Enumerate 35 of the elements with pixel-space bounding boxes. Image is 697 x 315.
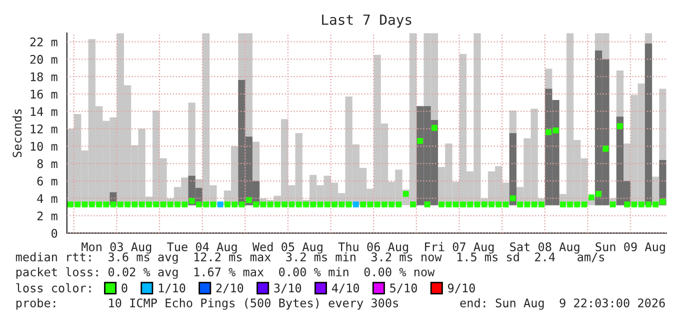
y-tick-label: 4 m <box>37 194 58 203</box>
x-tick-label: Sun 09 Aug <box>596 242 665 254</box>
y-tick-label: 6 m <box>37 176 58 186</box>
text: packet loss: 0.02 % avg 1.67 % max 0.00 % min 0.00 % now <box>16 267 435 279</box>
y-tick-label: 12 m <box>30 124 58 134</box>
legend-label: 2/10 <box>216 284 244 294</box>
x-tick-label: Thu 06 Aug <box>338 242 408 254</box>
x-tick-label: Tue 04 Aug <box>167 242 237 254</box>
legend-label: 1/10 <box>158 284 186 294</box>
legend-label: 9/10 <box>448 284 475 294</box>
y-tick-label: 0 <box>52 228 58 238</box>
legend-label: 5/10 <box>390 284 417 294</box>
text: loss color: <box>16 283 91 292</box>
text: probe: 10 ICMP Echo Pings (500 Bytes) every 300s <box>16 298 398 310</box>
legend-label: 0 <box>122 284 128 292</box>
y-tick-label: 16 m <box>30 90 58 99</box>
y-tick-label: 22 m <box>30 38 58 46</box>
y-tick-label: 14 m <box>30 107 58 116</box>
text: median rtt: 3.6 ms avg 12.2 ms max 3.2 ms min 3.2 ms now 1.5 ms sd 2.4 am/s <box>16 252 604 264</box>
x-tick-label: Mon 03 Aug <box>82 242 152 254</box>
chart-title: Last 7 Days <box>322 14 412 28</box>
y-tick-label: 18 m <box>30 72 58 82</box>
bar <box>509 133 516 206</box>
y-tick-label: 10 m <box>30 142 58 151</box>
legend-label: 3/10 <box>274 284 302 294</box>
bar <box>659 160 666 206</box>
y-axis-title: Seconds <box>12 109 22 158</box>
x-tick-label: Sat 08 Aug <box>510 242 580 254</box>
x-tick-label: Wed 05 Aug <box>252 242 322 254</box>
y-tick-label: 20 m <box>30 54 58 64</box>
y-tick-label: 8 m <box>37 159 58 168</box>
legend-label: 4/10 <box>332 284 360 294</box>
y-tick-label: 2 m <box>37 211 58 220</box>
x-tick-label: Fri 07 Aug <box>425 242 494 254</box>
text: end: Sun Aug 9 22:03:00 2026 <box>460 298 665 310</box>
